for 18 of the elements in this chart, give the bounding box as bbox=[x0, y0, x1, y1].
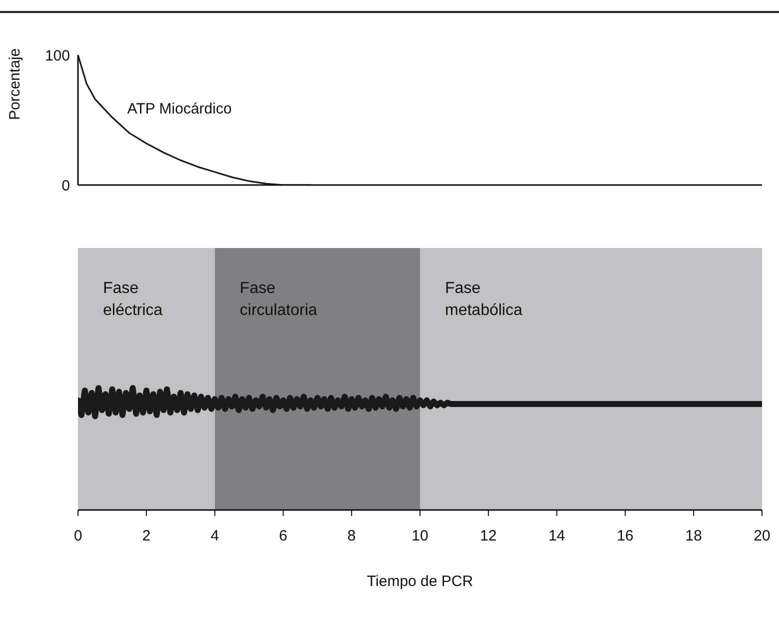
band-label: Fase circulatoria bbox=[240, 280, 318, 319]
x-tick-label: 12 bbox=[480, 528, 497, 545]
band-label: Fase eléctrica bbox=[103, 280, 163, 319]
x-tick-label: 4 bbox=[210, 528, 219, 545]
x-tick-label: 0 bbox=[74, 528, 82, 545]
x-tick-label: 10 bbox=[412, 528, 428, 545]
x-tick-label: 2 bbox=[142, 528, 151, 545]
series-label: ATP Miocárdico bbox=[127, 100, 232, 118]
y-axis-title: Porcentaje bbox=[6, 48, 24, 120]
x-tick-label: 14 bbox=[548, 528, 566, 545]
x-tick-label: 20 bbox=[754, 528, 770, 545]
x-tick-label: 18 bbox=[685, 528, 702, 545]
y-tick-label: 100 bbox=[44, 47, 70, 64]
x-tick-label: 8 bbox=[347, 528, 356, 545]
band-label: Fase metabólica bbox=[445, 280, 522, 319]
x-axis-title: Tiempo de PCR bbox=[366, 573, 474, 590]
x-tick-label: 16 bbox=[616, 528, 634, 545]
x-tick-label: 6 bbox=[279, 528, 288, 545]
